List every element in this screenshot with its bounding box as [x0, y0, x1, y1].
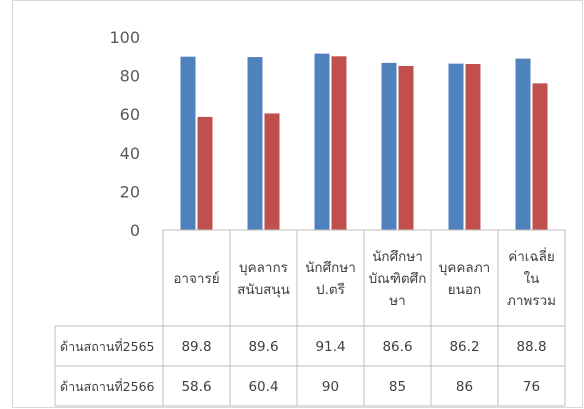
y-tick-label: 20: [120, 182, 140, 201]
category-label: นักศึกษา: [372, 249, 423, 265]
category-label: อาจารย์: [173, 270, 219, 287]
category-label: ป.ตรี: [316, 282, 345, 298]
category-label: ภาพรวม: [507, 293, 556, 309]
data-label: 90: [322, 379, 339, 395]
category-label: ยนอก: [448, 282, 481, 298]
y-tick-label: 80: [120, 67, 140, 86]
data-label: 86: [456, 379, 473, 395]
bar-1-5: [448, 63, 464, 230]
bar-2-6: [532, 83, 548, 230]
data-label: 91.4: [315, 339, 345, 355]
data-label: 88.8: [516, 339, 546, 355]
bar-1-4: [381, 62, 397, 230]
bar-2-4: [398, 65, 414, 230]
data-label: 89.8: [181, 339, 211, 355]
category-label: บุคลากร: [239, 260, 288, 276]
category-label: ใน: [524, 270, 540, 287]
bar-1-3: [314, 53, 330, 231]
series-label: ด้านสถานที่2566: [60, 378, 155, 394]
bar-2-5: [465, 64, 481, 231]
y-tick-label: 100: [109, 28, 140, 47]
bar-1-1: [180, 56, 196, 230]
category-label: บัณฑิตศึก: [369, 271, 427, 287]
data-label: 86.6: [382, 339, 412, 355]
data-label: 89.6: [248, 339, 278, 355]
y-tick-label: 60: [120, 105, 140, 124]
category-label: นักศึกษา: [305, 260, 356, 276]
category-label: ษา: [389, 293, 405, 309]
category-label: ค่าเฉลี่ย: [508, 247, 555, 265]
bar-2-3: [331, 56, 347, 230]
data-label: 85: [389, 379, 406, 395]
series-label: ด้านสถานที่2565: [60, 338, 155, 354]
data-label: 58.6: [181, 379, 211, 395]
category-label: บุคคลภา: [439, 260, 490, 276]
data-label: 86.2: [449, 339, 479, 355]
bar-1-2: [247, 57, 263, 231]
data-label: 60.4: [248, 379, 278, 395]
data-label: 76: [523, 379, 540, 395]
bar-1-6: [515, 58, 531, 231]
y-tick-label: 40: [120, 144, 140, 163]
bar-2-1: [197, 116, 213, 230]
bar-2-2: [264, 113, 280, 230]
category-label: สนับสนุน: [237, 282, 290, 298]
y-tick-label: 0: [130, 221, 140, 240]
